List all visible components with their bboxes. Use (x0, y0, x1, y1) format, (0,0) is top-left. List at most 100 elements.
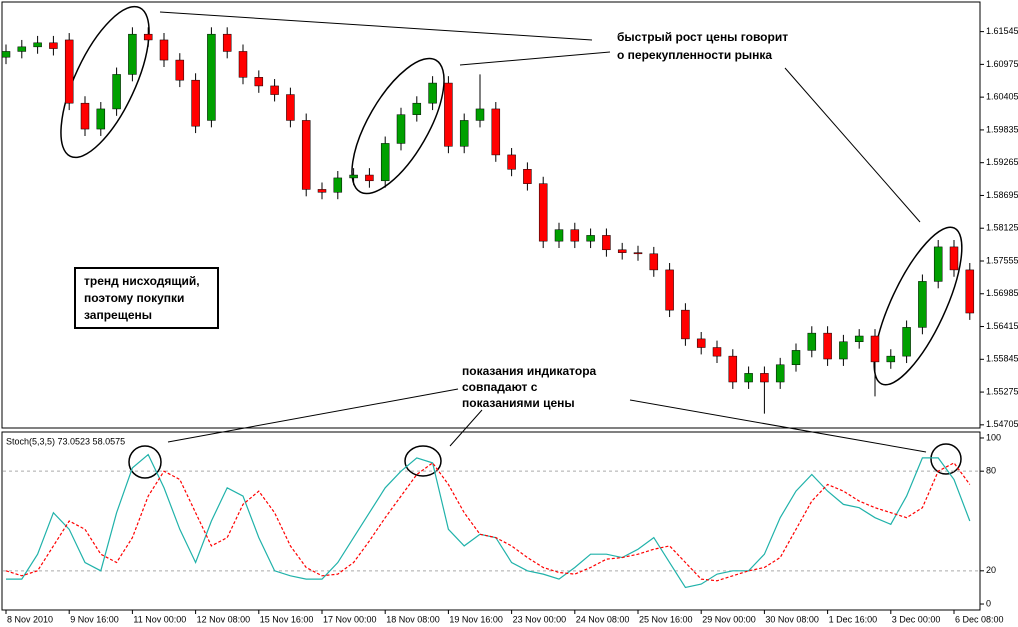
pointer-line (784, 67, 921, 223)
candle-body (238, 51, 248, 78)
x-tick-label: 6 Dec 08:00 (955, 614, 1004, 624)
candle-body (538, 183, 548, 242)
candle-body (412, 102, 422, 115)
circle (404, 445, 442, 477)
x-tick-label: 11 Nov 00:00 (133, 614, 186, 624)
ellipse (351, 57, 445, 195)
y-tick-label: 1.54705 (986, 419, 1018, 429)
candle-body (886, 355, 896, 363)
candle-body (665, 269, 674, 311)
candle-body (191, 79, 200, 127)
note-text: показания индикатора (462, 364, 597, 378)
note-text: поэтому покупки (84, 291, 184, 305)
pointer-line (159, 11, 593, 41)
candle-body (870, 335, 880, 363)
candle-body (554, 229, 564, 242)
annotation-shapes (60, 5, 963, 479)
y-tick-label: 1.55275 (986, 386, 1018, 396)
candle-body (933, 246, 943, 282)
y-tick-label: 100 (986, 432, 1001, 442)
y-tick-label: 1.58125 (986, 223, 1018, 233)
candle-body (159, 39, 169, 61)
candle-body (918, 281, 927, 328)
x-tick-label: 23 Nov 00:00 (513, 614, 567, 624)
candle-body (33, 42, 42, 48)
candle-body (254, 77, 264, 87)
candle-body (459, 120, 469, 147)
candle-body (760, 373, 769, 383)
x-tick-label: 3 Dec 00:00 (892, 614, 941, 624)
candle-body (333, 177, 343, 193)
candle-body (428, 82, 437, 104)
candle-body (112, 74, 121, 110)
ellipse (873, 226, 963, 386)
stoch-panel (1, 431, 981, 611)
y-tick-label: 1.58695 (986, 190, 1018, 200)
candle-body (96, 108, 106, 130)
note-text: тренд нисходящий, (84, 274, 200, 288)
x-tick-label: 17 Nov 00:00 (323, 614, 377, 624)
x-tick-label: 30 Nov 08:00 (765, 614, 819, 624)
candle-body (744, 373, 753, 383)
candle-body (949, 246, 959, 271)
candle-body (839, 341, 848, 360)
note-text: о перекупленности рынка (617, 48, 772, 62)
x-tick-label: 18 Nov 08:00 (386, 614, 440, 624)
candle-body (317, 189, 327, 193)
y-tick-label: 1.57555 (986, 255, 1018, 265)
candle-body (586, 235, 595, 242)
candle-body (854, 335, 864, 343)
candle-body (365, 174, 374, 182)
y-tick-label: 1.59835 (986, 124, 1018, 134)
y-tick-label: 1.61545 (986, 26, 1018, 36)
notes: быстрый рост цены говорит о перекупленно… (6, 30, 788, 446)
note-box (74, 267, 219, 329)
candle-body (17, 46, 27, 52)
circle (128, 445, 162, 479)
candle-body (444, 82, 453, 147)
candle-body (823, 332, 832, 360)
candle-body (681, 309, 690, 340)
candle-body (617, 249, 627, 253)
x-tick-label: 25 Nov 16:00 (639, 614, 693, 624)
candle-body (775, 364, 785, 383)
candle-body (380, 143, 390, 182)
y-tick-label: 1.59265 (986, 157, 1018, 167)
stoch-line (5, 462, 971, 582)
candle-body (1, 51, 11, 58)
candle-body (349, 174, 358, 179)
price-panel (1, 1, 981, 429)
pointer-line (167, 388, 459, 443)
candle-body (207, 33, 216, 121)
note-text: запрещены (84, 308, 152, 322)
x-tick-label: 1 Dec 16:00 (829, 614, 878, 624)
candle-body (286, 94, 295, 121)
candle-body (64, 39, 74, 104)
candle-body (80, 102, 90, 130)
y-tick-label: 1.56415 (986, 321, 1018, 331)
candle-body (143, 33, 153, 41)
y-tick-label: 1.60405 (986, 92, 1018, 102)
candle-body (649, 253, 659, 271)
x-tick-label: 29 Nov 00:00 (702, 614, 756, 624)
candle-body (222, 33, 232, 52)
stoch-title: Stoch(5,3,5) 73.0523 58.0575 (6, 436, 125, 446)
candle-body (712, 347, 722, 357)
y-tick-label: 80 (986, 466, 996, 476)
ellipse (60, 5, 150, 159)
candle-body (570, 229, 580, 242)
candle-body (633, 252, 643, 255)
note-text: показаниями цены (462, 396, 575, 410)
candle-body (602, 235, 611, 251)
pointer-line (449, 409, 483, 447)
pointer-line (629, 399, 927, 453)
x-tick-label: 12 Nov 08:00 (197, 614, 251, 624)
x-tick-label: 24 Nov 08:00 (576, 614, 630, 624)
candle-body (523, 169, 532, 184)
candle-body (491, 108, 501, 156)
y-tick-label: 0 (986, 598, 991, 608)
y-tick-label: 1.56985 (986, 288, 1018, 298)
candle-body (128, 33, 137, 75)
candle-body (696, 338, 706, 348)
